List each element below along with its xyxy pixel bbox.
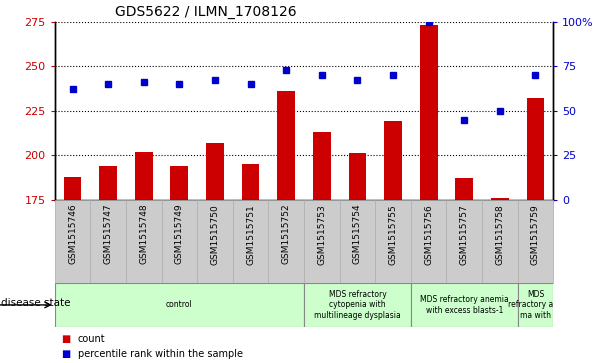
Text: GSM1515756: GSM1515756 — [424, 204, 433, 265]
Text: GSM1515750: GSM1515750 — [210, 204, 219, 265]
Text: percentile rank within the sample: percentile rank within the sample — [78, 349, 243, 359]
FancyBboxPatch shape — [304, 283, 411, 327]
Bar — [206, 143, 224, 363]
FancyBboxPatch shape — [411, 283, 517, 327]
Bar — [420, 25, 438, 363]
Bar — [99, 166, 117, 363]
Text: GSM1515757: GSM1515757 — [460, 204, 469, 265]
Text: GSM1515747: GSM1515747 — [103, 204, 112, 265]
Bar — [170, 166, 188, 363]
Bar — [64, 176, 81, 363]
Text: MDS refractory anemia
with excess blasts-1: MDS refractory anemia with excess blasts… — [420, 295, 509, 315]
Text: GSM1515749: GSM1515749 — [175, 204, 184, 265]
Text: GSM1515752: GSM1515752 — [282, 204, 291, 265]
Text: count: count — [78, 334, 105, 344]
FancyBboxPatch shape — [517, 283, 553, 327]
Text: disease state: disease state — [1, 298, 70, 308]
FancyBboxPatch shape — [55, 200, 553, 283]
Bar — [135, 152, 153, 363]
Bar — [241, 164, 260, 363]
Text: MDS refractory
cytopenia with
multilineage dysplasia: MDS refractory cytopenia with multilinea… — [314, 290, 401, 320]
Text: ■: ■ — [61, 349, 70, 359]
Text: GSM1515758: GSM1515758 — [496, 204, 505, 265]
Bar — [384, 121, 402, 363]
Bar — [527, 98, 544, 363]
Text: GSM1515746: GSM1515746 — [68, 204, 77, 265]
Bar — [313, 132, 331, 363]
Bar — [491, 198, 509, 363]
Text: GDS5622 / ILMN_1708126: GDS5622 / ILMN_1708126 — [114, 5, 296, 19]
Text: GSM1515754: GSM1515754 — [353, 204, 362, 265]
Text: ■: ■ — [61, 334, 70, 344]
Text: GSM1515753: GSM1515753 — [317, 204, 326, 265]
Bar — [277, 91, 295, 363]
Text: GSM1515755: GSM1515755 — [389, 204, 398, 265]
Text: GSM1515759: GSM1515759 — [531, 204, 540, 265]
Text: GSM1515751: GSM1515751 — [246, 204, 255, 265]
Text: MDS
refractory ane
ma with: MDS refractory ane ma with — [508, 290, 563, 320]
Text: control: control — [166, 301, 193, 309]
Text: GSM1515748: GSM1515748 — [139, 204, 148, 265]
FancyBboxPatch shape — [55, 283, 304, 327]
Bar — [455, 178, 473, 363]
Bar — [348, 154, 366, 363]
